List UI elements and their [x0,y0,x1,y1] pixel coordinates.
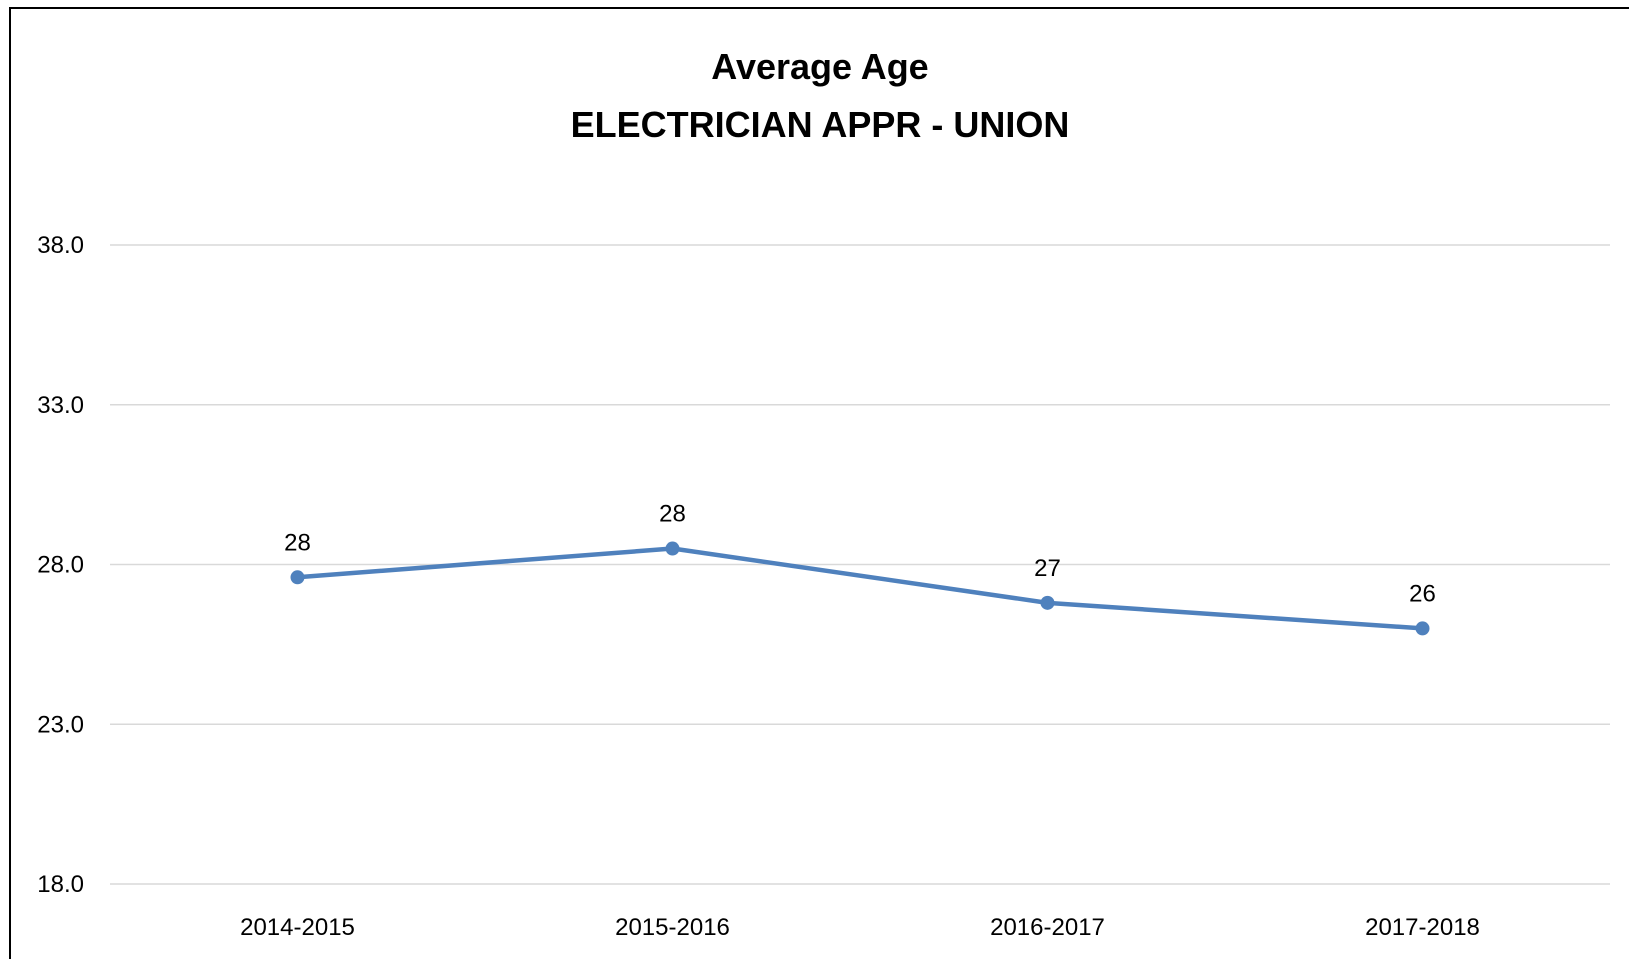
x-tick-label: 2014-2015 [240,914,355,941]
y-tick-label: 23.0 [37,711,84,738]
data-labels: 28 28 27 26 [284,501,1436,608]
y-tick-label: 33.0 [37,392,84,419]
y-tick-label: 28.0 [37,552,84,579]
data-point [665,541,680,556]
series-line [295,546,1425,631]
y-tick-label: 38.0 [37,232,84,259]
x-tick-label: 2015-2016 [615,914,730,941]
series-average-age [290,541,1430,636]
chart-title: Average Age [711,46,929,87]
chart-subtitle: ELECTRICIAN APPR - UNION [570,104,1070,145]
data-point [1415,621,1430,636]
chart-frame: Average Age ELECTRICIAN APPR - UNION [9,7,1629,959]
data-label: 28 [284,529,311,556]
y-axis-tick-labels: 18.0 23.0 28.0 33.0 38.0 [37,232,84,898]
x-tick-label: 2017-2018 [1365,914,1480,941]
gridlines [110,244,1610,885]
data-point [290,570,305,585]
data-label: 28 [659,501,686,528]
x-axis-tick-labels: 2014-2015 2015-2016 2016-2017 2017-2018 [240,914,1480,941]
data-label: 27 [1034,555,1061,582]
data-label: 26 [1409,580,1436,607]
y-tick-label: 18.0 [37,871,84,898]
x-tick-label: 2016-2017 [990,914,1105,941]
data-point [1040,595,1055,610]
